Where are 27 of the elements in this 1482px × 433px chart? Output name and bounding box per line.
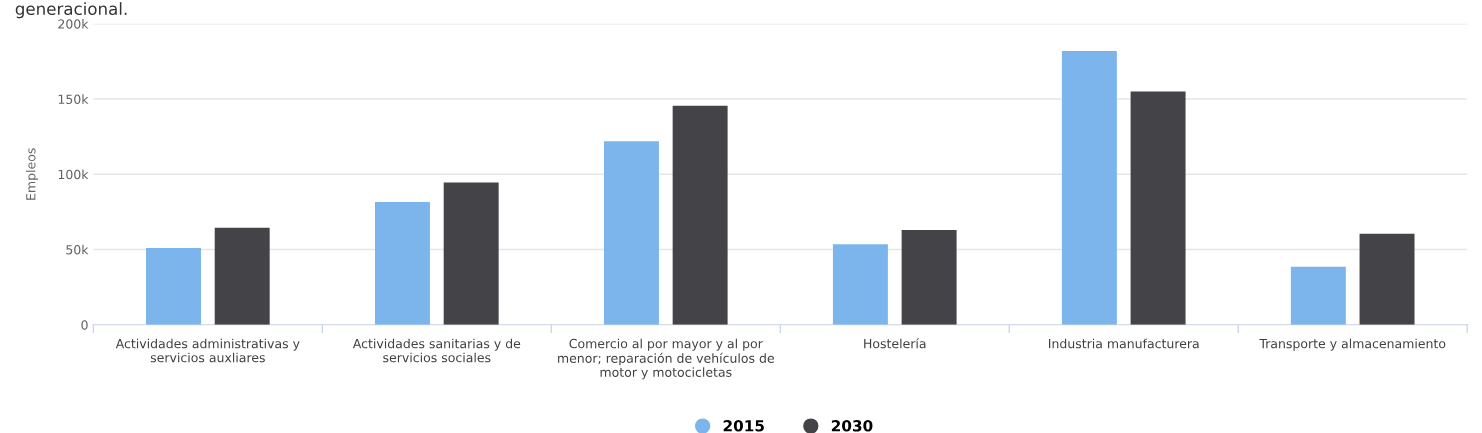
bar (146, 248, 201, 325)
text: generacional. (15, 2, 127, 19)
bar (1290, 266, 1346, 325)
bar (443, 182, 499, 325)
x-tick-label: Comercio al por mayor y al por menor; reparación de vehículos de motor y motocicletas (558, 338, 774, 380)
x-tick-label: Actividades administrativas y servicios auxliares (115, 338, 300, 363)
y-tick-label: 0 (81, 320, 88, 330)
bar (375, 202, 430, 325)
bar (603, 141, 659, 325)
y-tick-label: 150k (58, 94, 89, 104)
y-tick-label: 200k (58, 19, 89, 29)
legend-label: 2030 (831, 420, 873, 432)
bar (672, 105, 728, 325)
bar (1359, 233, 1415, 325)
bar (1130, 91, 1186, 325)
y-tick-label: 100k (58, 169, 89, 180)
bar (214, 227, 270, 325)
legend-label: 2015 (723, 420, 764, 432)
bar (1061, 50, 1117, 325)
bar (832, 244, 888, 325)
x-tick-label: Transporte y almacenamiento (1259, 338, 1446, 351)
y-axis-title: Empleos (25, 148, 38, 200)
y-tick-label: 50k (66, 244, 89, 255)
x-tick-label: Hostelería (864, 338, 926, 349)
x-tick-label: Industria manufacturera (1049, 338, 1199, 349)
x-tick-label: Actividades sanitarias y de servicios sociales (352, 338, 521, 363)
bar (901, 229, 957, 325)
